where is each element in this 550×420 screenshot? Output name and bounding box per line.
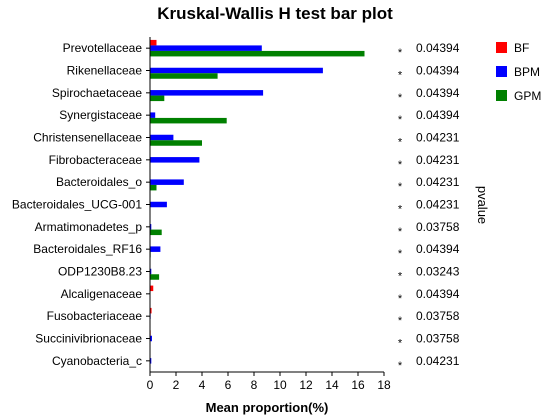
pvalue-label-11: 0.04394 xyxy=(416,287,460,301)
bar-bpm-13 xyxy=(150,335,152,342)
significance-star-7: * xyxy=(398,204,403,216)
significance-star-8: * xyxy=(398,226,403,238)
pvalue-label-9: 0.04394 xyxy=(416,242,460,256)
significance-star-5: * xyxy=(398,159,403,171)
significance-star-13: * xyxy=(398,338,403,350)
pvalue-label-1: 0.04394 xyxy=(416,64,460,78)
significance-star-0: * xyxy=(398,47,403,59)
x-tick-label-5: 10 xyxy=(273,378,287,392)
legend-swatch-bpm xyxy=(496,66,507,77)
bar-bf-0 xyxy=(150,39,157,46)
pvalue-label-0: 0.04394 xyxy=(416,41,460,55)
category-label-0: Prevotellaceae xyxy=(63,41,143,55)
bar-gpm-0 xyxy=(150,50,365,57)
x-tick-label-6: 12 xyxy=(299,378,313,392)
pvalue-label-5: 0.04231 xyxy=(416,153,460,167)
category-label-11: Alcaligenaceae xyxy=(61,287,143,301)
pvalue-label-3: 0.04394 xyxy=(416,108,460,122)
x-tick-label-7: 14 xyxy=(325,378,339,392)
legend-swatch-gpm xyxy=(496,90,507,101)
pvalue-label-4: 0.04231 xyxy=(416,131,460,145)
significance-star-6: * xyxy=(398,181,403,193)
significance-star-11: * xyxy=(398,293,403,305)
significance-star-12: * xyxy=(398,315,403,327)
category-label-1: Rikenellaceae xyxy=(67,64,143,78)
pvalue-label-6: 0.04231 xyxy=(416,175,460,189)
category-label-8: Armatimonadetes_p xyxy=(35,220,143,234)
chart-title: Kruskal-Wallis H test bar plot xyxy=(157,4,393,23)
x-tick-label-1: 2 xyxy=(173,378,180,392)
bar-bpm-2 xyxy=(150,90,264,96)
legend-swatch-bf xyxy=(496,42,507,53)
bar-bpm-14 xyxy=(150,358,152,364)
pvalue-label-14: 0.04231 xyxy=(416,354,460,368)
bar-bpm-5 xyxy=(150,157,200,163)
bar-gpm-1 xyxy=(150,73,218,79)
significance-star-9: * xyxy=(398,248,403,260)
significance-star-4: * xyxy=(398,137,403,149)
category-label-5: Fibrobacteraceae xyxy=(49,153,143,167)
pvalue-label-8: 0.03758 xyxy=(416,220,460,234)
x-tick-label-4: 8 xyxy=(251,378,258,392)
bar-gpm-2 xyxy=(150,95,165,102)
x-tick-label-3: 6 xyxy=(225,378,232,392)
x-axis-title: Mean proportion(%) xyxy=(206,400,329,415)
x-tick-label-9: 18 xyxy=(377,378,391,392)
bar-gpm-6 xyxy=(150,184,157,191)
significance-star-3: * xyxy=(398,114,403,126)
pvalue-label-13: 0.03758 xyxy=(416,332,460,346)
bar-gpm-10 xyxy=(150,274,160,280)
legend-label-bf: BF xyxy=(514,41,529,55)
bar-bpm-1 xyxy=(150,67,323,74)
category-label-7: Bacteroidales_UCG-001 xyxy=(12,198,142,212)
significance-star-2: * xyxy=(398,92,403,104)
category-label-10: ODP1230B8.23 xyxy=(58,265,142,279)
bar-bf-12 xyxy=(150,307,152,314)
bar-bpm-0 xyxy=(150,45,262,51)
pvalue-label-10: 0.03243 xyxy=(416,265,460,279)
legend-label-bpm: BPM xyxy=(514,65,540,79)
bar-bpm-3 xyxy=(150,112,156,118)
category-label-3: Synergistaceae xyxy=(59,108,142,122)
category-label-12: Fusobacteriaceae xyxy=(47,309,143,323)
significance-star-14: * xyxy=(398,360,403,372)
bar-bpm-8 xyxy=(150,224,152,230)
pvalue-label-12: 0.03758 xyxy=(416,309,460,323)
x-tick-label-8: 16 xyxy=(351,378,365,392)
x-tick-label-2: 4 xyxy=(199,378,206,392)
bar-bpm-6 xyxy=(150,179,184,185)
pvalue-label-7: 0.04231 xyxy=(416,198,460,212)
bar-bpm-7 xyxy=(150,201,167,208)
pvalue-label-2: 0.04394 xyxy=(416,86,460,100)
category-label-2: Spirochaetaceae xyxy=(52,86,142,100)
category-label-4: Christensenellaceae xyxy=(33,131,142,145)
bar-bpm-4 xyxy=(150,134,174,141)
significance-star-10: * xyxy=(398,271,403,283)
category-label-13: Succinivibrionaceae xyxy=(35,332,142,346)
bar-bpm-9 xyxy=(150,246,161,252)
legend-label-gpm: GPM xyxy=(514,89,541,103)
bar-bpm-10 xyxy=(150,268,152,275)
category-label-14: Cyanobacteria_c xyxy=(52,354,142,368)
significance-star-1: * xyxy=(398,70,403,82)
bar-gpm-3 xyxy=(150,117,227,124)
category-label-6: Bacteroidales_o xyxy=(56,175,142,189)
pvalue-axis-title: pvalue xyxy=(475,186,490,224)
bar-gpm-4 xyxy=(150,140,202,146)
x-tick-label-0: 0 xyxy=(147,378,154,392)
category-label-9: Bacteroidales_RF16 xyxy=(33,242,142,256)
bar-bf-11 xyxy=(150,285,154,292)
bar-gpm-8 xyxy=(150,229,162,236)
